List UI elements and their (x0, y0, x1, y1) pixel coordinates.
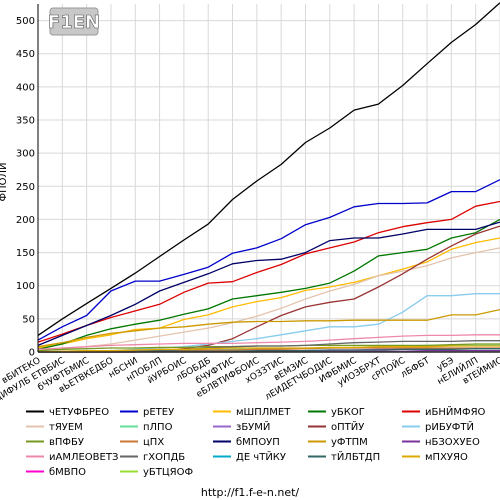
series-line-4 (37, 200, 500, 343)
legend-item: нБЗОХУЕО (402, 437, 480, 448)
legend-label: иАМЛЕОВЕТЗ (49, 452, 118, 463)
series-line-12 (37, 221, 500, 347)
axes (37, 4, 500, 353)
legend-label: ДЕ чТЙКУ (236, 450, 286, 463)
y-axis-label: ФПОЛИ (0, 163, 9, 202)
series-line-8 (38, 225, 500, 353)
legend-label: рИБУФТЙ (425, 420, 474, 433)
y-tick-label: 350 (16, 116, 35, 127)
series-line-1 (37, 179, 500, 341)
legend-label: пЛПО (143, 422, 173, 433)
legend-item: бМВПО (26, 467, 86, 478)
legend-item: уФТПМ (308, 437, 368, 448)
legend-item: уБТЦЯОФ (120, 467, 193, 478)
series-line-9 (38, 293, 500, 353)
legend-label: оПТЙУ (331, 420, 364, 433)
series-line-0 (37, 2, 500, 336)
legend-label: гХОПДБ (143, 452, 185, 463)
legend-label: зБУМЙ (236, 420, 270, 433)
y-tick-label: 500 (16, 16, 35, 27)
legend: чЕТУФБРЕО рЕТЕУ мШПЛМЕТ уБКОГ иБНЙМФЯО тЯУЕМ п… (26, 405, 486, 478)
legend-item: ДЕ чТЙКУ (213, 450, 286, 463)
legend-label: рЕТЕУ (143, 407, 174, 418)
legend-label: бМВПО (49, 467, 86, 478)
legend-label: вПФБУ (49, 437, 84, 448)
legend-item: мПХУЯО (402, 452, 468, 463)
legend-item: тЯУЕМ (26, 422, 83, 433)
x-tick-label: лБФБТ (399, 356, 432, 381)
series-line-13 (37, 308, 500, 348)
y-tick-label: 50 (22, 314, 35, 325)
logo: F1EN (48, 7, 100, 36)
y-tick-label: 250 (16, 182, 35, 193)
legend-label: уБТЦЯОФ (143, 467, 193, 478)
logo-text: F1EN (48, 12, 100, 33)
legend-label: нБЗОХУЕО (425, 437, 480, 448)
legend-label: мШПЛМЕТ (236, 407, 291, 418)
y-tick-label: 150 (16, 248, 35, 259)
series-line-5 (37, 247, 500, 352)
legend-label: иБНЙМФЯО (425, 405, 486, 418)
series-line-2 (37, 237, 500, 349)
legend-item: оПТЙУ (308, 420, 364, 433)
legend-label: чЕТУФБРЕО (49, 407, 109, 418)
legend-label: тЯУЕМ (49, 422, 83, 433)
legend-label: тЙЛБТДП (331, 450, 380, 463)
legend-item: гХОПДБ (120, 452, 185, 463)
legend-label: цПХ (143, 437, 164, 448)
y-tick-label: 400 (16, 82, 35, 93)
legend-item: рЕТЕУ (120, 407, 174, 418)
legend-label: бМПОУП (236, 437, 280, 448)
y-tick-label: 200 (16, 215, 35, 226)
legend-item: цПХ (120, 437, 164, 448)
legend-item: уБКОГ (308, 407, 365, 418)
series-line-15 (37, 334, 500, 350)
grid: 0 50 100 150 200 250 300 350 400 450 500 (16, 4, 500, 359)
legend-item: иБНЙМФЯО (402, 405, 486, 418)
series-line-3 (37, 218, 500, 350)
legend-label: уБКОГ (331, 407, 365, 418)
series-lines (37, 2, 500, 353)
legend-item: чЕТУФБРЕО (26, 407, 109, 418)
legend-item: мШПЛМЕТ (213, 407, 291, 418)
legend-item: рИБУФТЙ (402, 420, 474, 433)
y-tick-label: 0 (29, 348, 35, 359)
legend-item: бМПОУП (213, 437, 280, 448)
legend-item: иАМЛЕОВЕТЗ (26, 452, 118, 463)
y-tick-label: 300 (16, 149, 35, 160)
legend-label: мПХУЯО (425, 452, 468, 463)
legend-item: пЛПО (120, 422, 173, 433)
legend-item: зБУМЙ (213, 420, 270, 433)
legend-item: вПФБУ (26, 437, 84, 448)
legend-label: уФТПМ (331, 437, 368, 448)
legend-item: тЙЛБТДП (308, 450, 380, 463)
footer-link[interactable]: http://f1.f-e-n.net/ (201, 486, 300, 499)
y-tick-label: 100 (16, 281, 35, 292)
series-line-19 (37, 345, 500, 353)
y-tick-label: 450 (16, 49, 35, 60)
